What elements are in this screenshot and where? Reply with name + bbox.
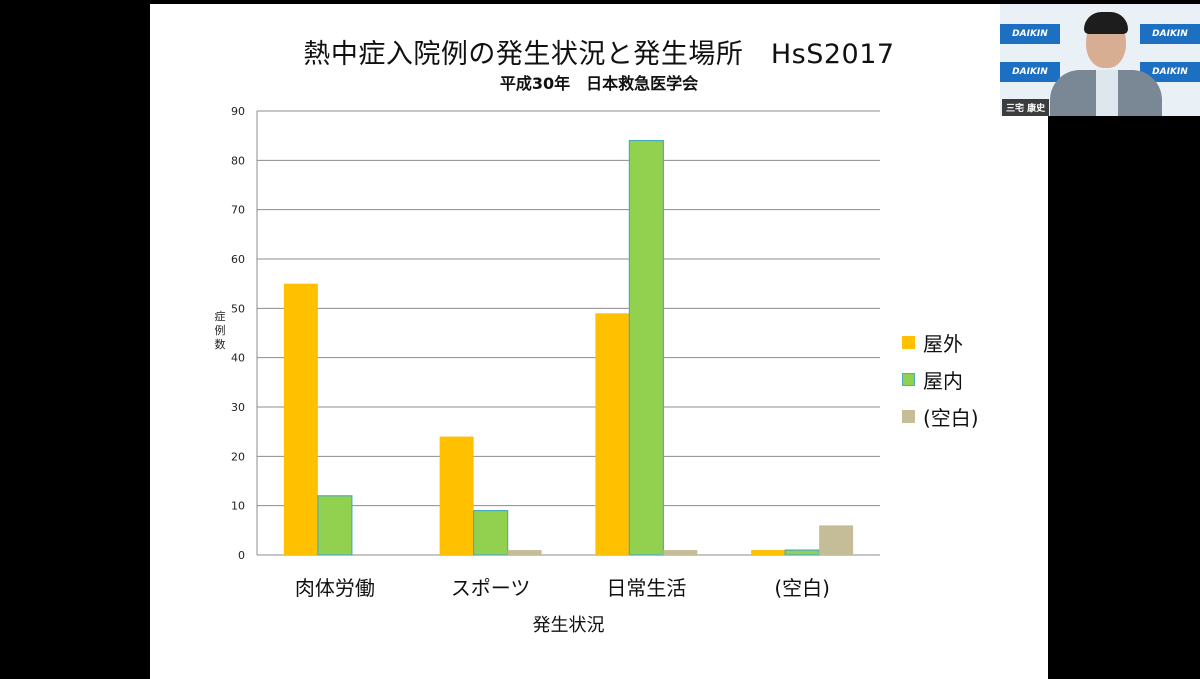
y-tick-label: 20 <box>231 450 245 463</box>
bar <box>819 525 854 555</box>
x-tick-label: 肉体労働 <box>295 576 375 600</box>
y-tick-label: 10 <box>231 500 245 513</box>
bar <box>784 549 820 556</box>
y-tick-label: 70 <box>231 204 245 217</box>
y-tick-label: 80 <box>231 154 245 167</box>
bar <box>595 313 630 555</box>
y-tick-label: 50 <box>231 302 245 315</box>
y-tick-label: 40 <box>231 352 245 365</box>
x-tick-label: スポーツ <box>451 576 531 600</box>
legend-swatch <box>902 336 915 349</box>
legend-label: (空白) <box>923 406 979 430</box>
legend-label: 屋内 <box>923 369 963 393</box>
bar <box>663 550 698 555</box>
brand-logo: DAIKIN <box>1000 24 1060 44</box>
bar-chart: 0 10 20 30 40 50 60 70 80 90 肉体労働 スポーツ 日常生活 (空白) 発生状況 症… <box>215 105 880 636</box>
y-tick-label: 60 <box>231 253 245 266</box>
chart-title: 熱中症入院例の発生状況と発生場所 HsS2017 <box>303 39 895 70</box>
y-tick-label: 90 <box>231 105 245 118</box>
legend-label: 屋外 <box>923 332 963 356</box>
bar <box>439 436 474 555</box>
x-tick-label: (空白) <box>774 576 830 600</box>
legend-swatch <box>902 410 915 423</box>
participant-name-label: 三宅 康史 <box>1002 99 1050 116</box>
bar <box>473 510 509 556</box>
x-tick-label: 日常生活 <box>606 576 686 600</box>
bar <box>507 550 542 555</box>
presentation-slide: 熱中症入院例の発生状況と発生場所 HsS2017 平成30年 日本救急医学会 0… <box>150 4 1048 679</box>
legend-swatch <box>902 373 915 386</box>
participant-hair <box>1084 12 1128 34</box>
participant-video-tile[interactable]: DAIKIN DAIKIN DAIKIN DAIKIN 三宅 康史 <box>1000 4 1200 116</box>
legend-item: 屋内 <box>902 361 979 398</box>
y-tick-label: 0 <box>238 549 245 562</box>
legend-item: 屋外 <box>902 324 979 361</box>
chart-subtitle: 平成30年 日本救急医学会 <box>499 74 699 93</box>
y-axis-label: 症例数 <box>215 309 226 351</box>
chart-legend: 屋外屋内 (空白) <box>902 324 979 435</box>
bar <box>751 550 786 555</box>
bar <box>317 495 353 556</box>
brand-logo: DAIKIN <box>1140 62 1200 82</box>
bar <box>628 140 664 556</box>
legend-item: (空白) <box>902 398 979 435</box>
participant-shirt <box>1096 70 1118 116</box>
brand-logo: DAIKIN <box>1000 62 1060 82</box>
x-axis-label: 発生状況 <box>533 615 605 636</box>
brand-logo: DAIKIN <box>1140 24 1200 44</box>
bar <box>283 283 318 555</box>
y-tick-label: 30 <box>231 401 245 414</box>
